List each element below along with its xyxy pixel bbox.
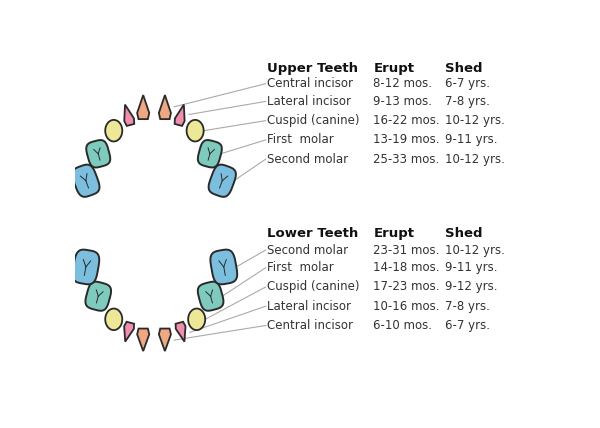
Polygon shape — [105, 120, 122, 141]
Text: 25-33 mos.: 25-33 mos. — [373, 153, 440, 166]
Polygon shape — [137, 95, 149, 119]
Polygon shape — [188, 309, 205, 330]
Text: 16-22 mos.: 16-22 mos. — [373, 114, 440, 127]
Polygon shape — [159, 329, 171, 351]
Text: Second molar: Second molar — [267, 244, 349, 256]
Text: 6-10 mos.: 6-10 mos. — [373, 319, 433, 332]
Text: First  molar: First molar — [267, 261, 334, 274]
Text: Cuspid (canine): Cuspid (canine) — [267, 114, 360, 127]
Text: Second molar: Second molar — [267, 153, 349, 166]
Polygon shape — [137, 329, 149, 351]
Text: Shed: Shed — [445, 62, 483, 75]
Polygon shape — [86, 140, 110, 167]
Text: 10-16 mos.: 10-16 mos. — [373, 300, 440, 313]
Text: First  molar: First molar — [267, 134, 334, 146]
Text: Lateral incisor: Lateral incisor — [267, 95, 351, 108]
Text: 7-8 yrs.: 7-8 yrs. — [445, 95, 490, 108]
Text: Shed: Shed — [445, 227, 483, 240]
Text: 6-7 yrs.: 6-7 yrs. — [445, 319, 490, 332]
Text: 10-12 yrs.: 10-12 yrs. — [445, 153, 505, 166]
Polygon shape — [187, 120, 203, 141]
Polygon shape — [211, 250, 237, 284]
Text: Lateral incisor: Lateral incisor — [267, 300, 351, 313]
Polygon shape — [175, 104, 185, 126]
Text: Cuspid (canine): Cuspid (canine) — [267, 280, 360, 294]
Text: Central incisor: Central incisor — [267, 77, 353, 90]
Text: 9-11 yrs.: 9-11 yrs. — [445, 134, 498, 146]
Text: Erupt: Erupt — [373, 227, 415, 240]
Text: 23-31 mos.: 23-31 mos. — [373, 244, 440, 256]
Text: 17-23 mos.: 17-23 mos. — [373, 280, 440, 294]
Polygon shape — [209, 165, 236, 197]
Text: 9-11 yrs.: 9-11 yrs. — [445, 261, 498, 274]
Polygon shape — [176, 322, 185, 342]
Text: 6-7 yrs.: 6-7 yrs. — [445, 77, 490, 90]
Polygon shape — [198, 140, 222, 167]
Polygon shape — [105, 309, 122, 330]
Text: 13-19 mos.: 13-19 mos. — [373, 134, 440, 146]
Text: Lower Teeth: Lower Teeth — [267, 227, 358, 240]
Text: 9-13 mos.: 9-13 mos. — [373, 95, 433, 108]
Text: Central incisor: Central incisor — [267, 319, 353, 332]
Text: Upper Teeth: Upper Teeth — [267, 62, 358, 75]
Polygon shape — [124, 104, 134, 126]
Polygon shape — [159, 95, 171, 119]
Polygon shape — [73, 250, 99, 284]
Text: 14-18 mos.: 14-18 mos. — [373, 261, 440, 274]
Text: Erupt: Erupt — [373, 62, 415, 75]
Polygon shape — [72, 165, 100, 197]
Polygon shape — [85, 282, 111, 311]
Text: 8-12 mos.: 8-12 mos. — [373, 77, 433, 90]
Polygon shape — [124, 322, 134, 342]
Text: 10-12 yrs.: 10-12 yrs. — [445, 114, 505, 127]
Text: 7-8 yrs.: 7-8 yrs. — [445, 300, 490, 313]
Text: 9-12 yrs.: 9-12 yrs. — [445, 280, 498, 294]
Text: 10-12 yrs.: 10-12 yrs. — [445, 244, 505, 256]
Polygon shape — [198, 282, 223, 311]
